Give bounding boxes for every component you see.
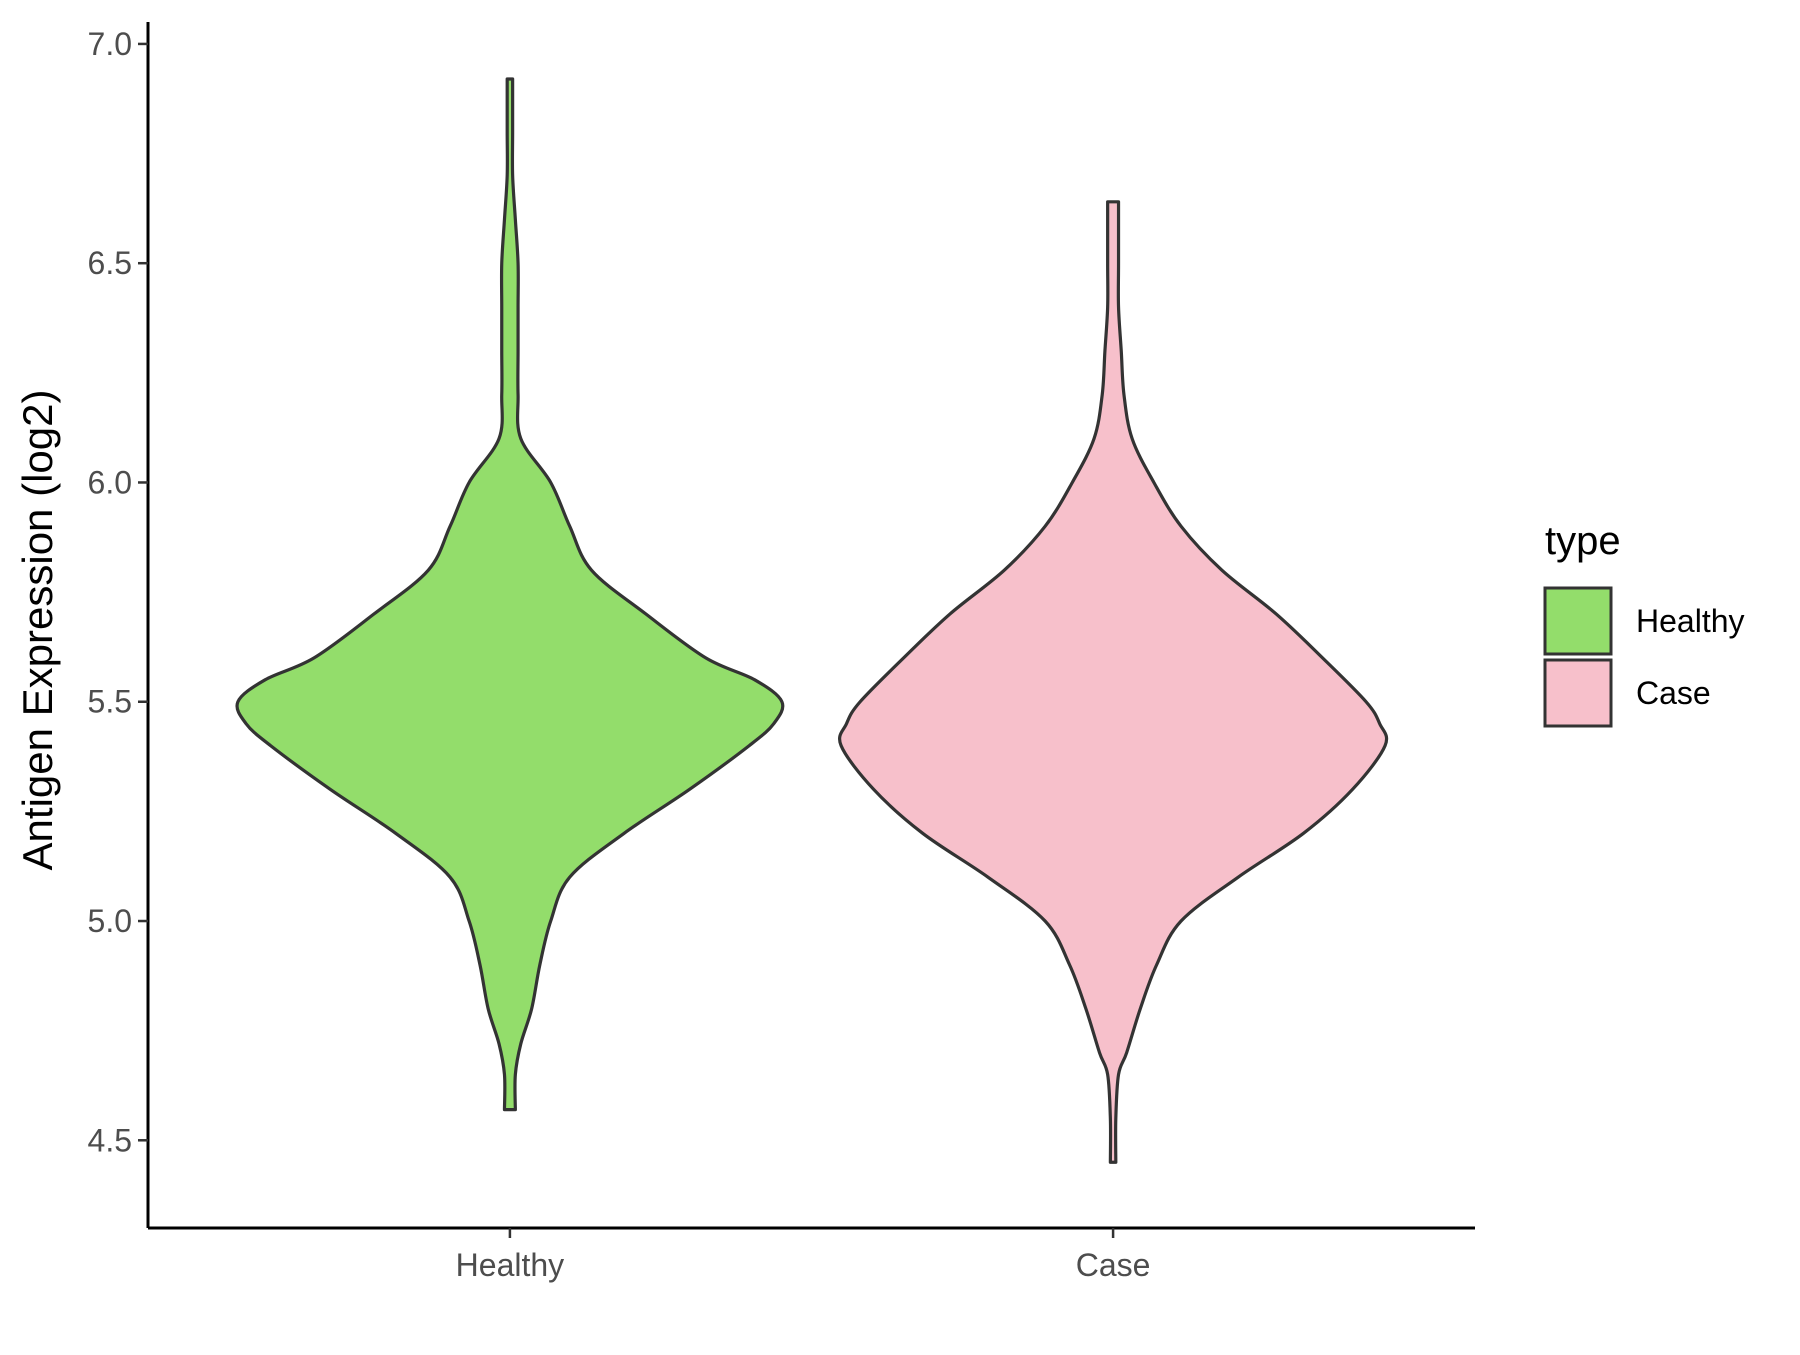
- y-tick-label: 6.0: [88, 464, 132, 500]
- violin-case: [837, 200, 1389, 1164]
- y-tick-label: 5.5: [88, 684, 132, 720]
- y-tick-label: 5.0: [88, 903, 132, 939]
- y-tick-label: 4.5: [88, 1122, 132, 1158]
- violins-layer: [235, 77, 1389, 1164]
- legend-title: type: [1545, 519, 1621, 563]
- y-tick-label: 6.5: [88, 245, 132, 281]
- x-tick-label: Case: [1076, 1247, 1151, 1283]
- y-axis-title: Antigen Expression (log2): [14, 390, 61, 871]
- legend-key-healthy: [1543, 586, 1613, 656]
- axes-layer: 4.5 5.0 5.5 6.0 6.5 7.0 Healthy Case: [88, 22, 1475, 1283]
- legend-entries: Healthy Case: [1543, 586, 1745, 728]
- legend: type Healthy Case: [1543, 519, 1745, 728]
- violin-healthy: [235, 77, 785, 1112]
- legend-label-healthy: Healthy: [1636, 603, 1745, 639]
- legend-label-case: Case: [1636, 675, 1711, 711]
- y-tick-label: 7.0: [88, 26, 132, 62]
- x-tick-label: Healthy: [456, 1247, 565, 1283]
- legend-key-case: [1543, 658, 1613, 728]
